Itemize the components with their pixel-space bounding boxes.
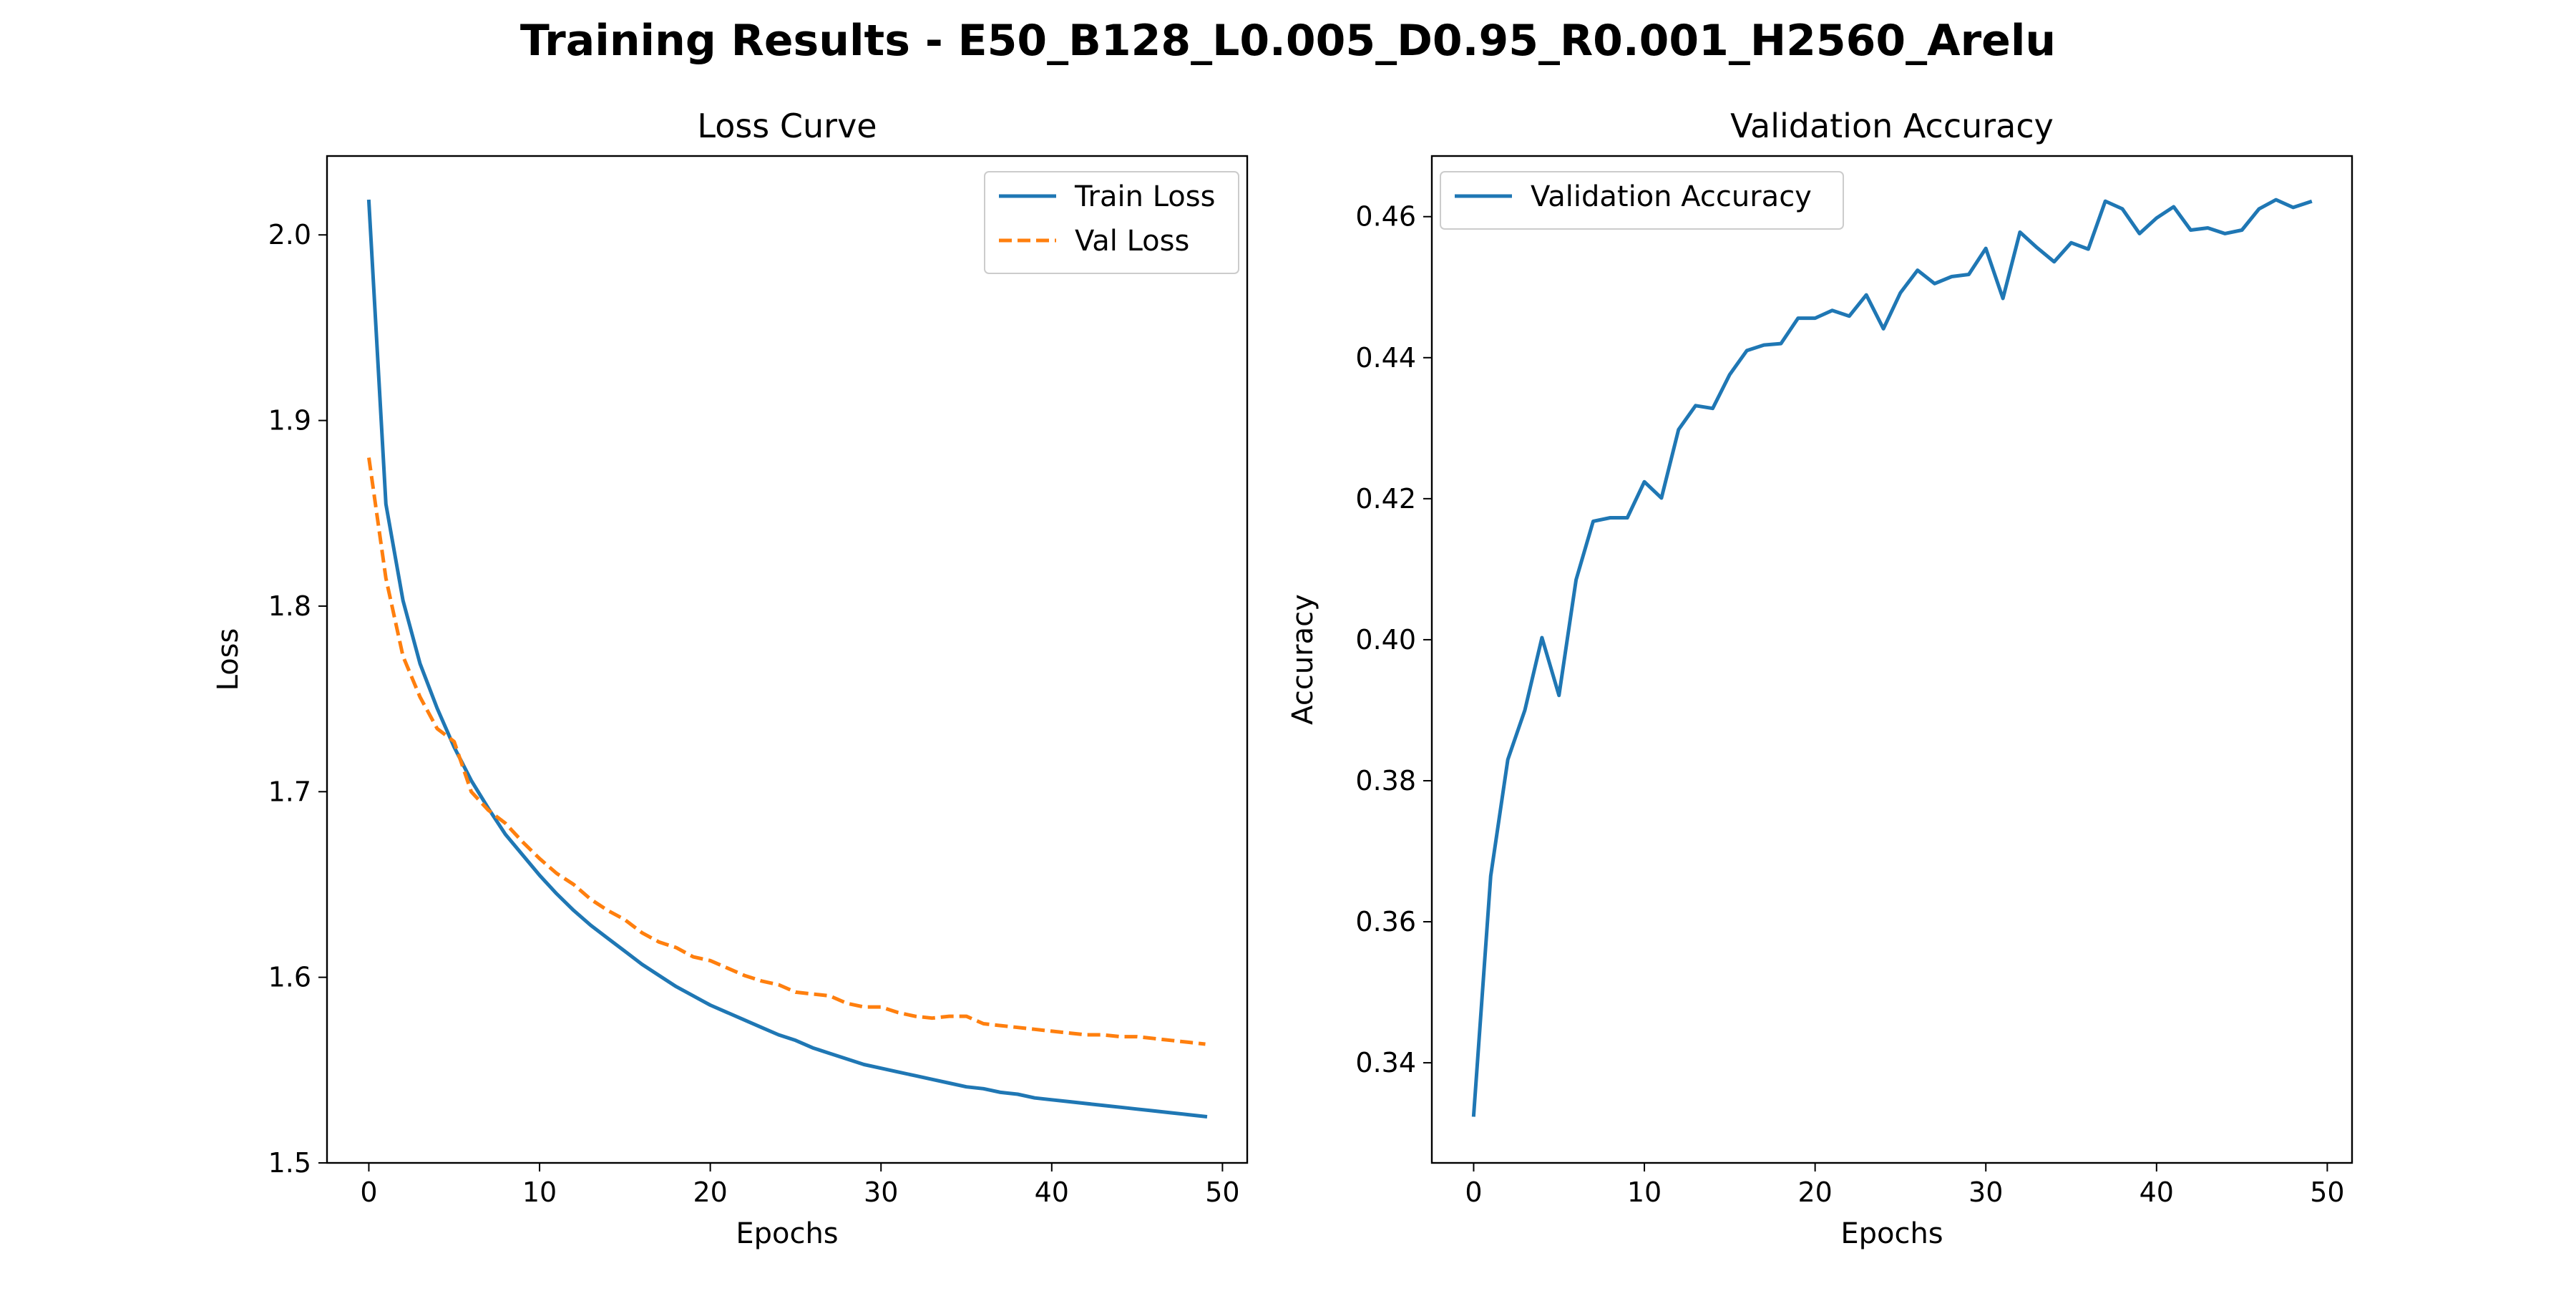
legend-label: Validation Accuracy: [1531, 180, 1812, 213]
chart-title: Validation Accuracy: [1730, 107, 2054, 145]
series-line-val-loss: [367, 457, 1206, 1046]
y-axis-label: Loss: [212, 628, 245, 691]
y-tick-label: 0.36: [1355, 906, 1416, 937]
y-tick-label: 1.5: [268, 1147, 311, 1179]
x-tick-label: 0: [360, 1176, 377, 1208]
legend: Train Loss Val Loss: [984, 171, 1239, 274]
x-tick-label: 50: [1205, 1176, 1239, 1208]
y-tick-label: 0.40: [1355, 624, 1416, 656]
y-axis-label: Accuracy: [1287, 594, 1319, 725]
axes-frame: [326, 155, 1249, 1164]
y-tick-label: 1.6: [268, 962, 311, 993]
series-line-validation-accuracy: [1471, 198, 2313, 1117]
chart-loss: Loss Curve 0 10 20 30 40 50 1.5 1.6 1.7 1.8 1.9 2.0 E…: [212, 107, 1249, 1250]
chart-accuracy: Validation Accuracy 0 10 20 30 40 50 0.34 0.36 0.…: [1287, 107, 2353, 1250]
series-line-train-loss: [366, 199, 1208, 1119]
x-axis-label: Epochs: [736, 1217, 838, 1250]
legend-label: Train Loss: [1074, 180, 1215, 213]
legend-label: Val Loss: [1075, 225, 1189, 258]
y-tick-label: 0.42: [1355, 483, 1416, 515]
x-tick-label: 50: [2310, 1176, 2344, 1208]
x-tick-label: 0: [1465, 1176, 1482, 1208]
legend-box: [1440, 171, 1844, 230]
y-tick-label: 0.34: [1355, 1047, 1416, 1078]
y-tick-label: 1.7: [268, 776, 311, 807]
y-tick-label: 2.0: [268, 219, 311, 250]
x-tick-label: 20: [1797, 1176, 1832, 1208]
x-tick-label: 10: [1627, 1176, 1662, 1208]
x-tick-label: 30: [1968, 1176, 2003, 1208]
x-axis-label: Epochs: [1840, 1217, 1943, 1250]
legend: Validation Accuracy: [1440, 171, 1844, 230]
chart-title: Loss Curve: [697, 107, 877, 145]
x-tick-label: 40: [1035, 1176, 1069, 1208]
x-tick-label: 10: [522, 1176, 557, 1208]
y-tick-label: 0.46: [1355, 201, 1416, 233]
y-tick-label: 1.9: [268, 405, 311, 437]
x-tick-label: 30: [864, 1176, 898, 1208]
y-tick-label: 0.38: [1355, 765, 1416, 796]
x-tick-label: 20: [693, 1176, 727, 1208]
x-tick-label: 40: [2140, 1176, 2174, 1208]
y-tick-label: 1.8: [268, 590, 311, 622]
y-tick-label: 0.44: [1355, 342, 1416, 374]
axes-frame: [1430, 155, 2353, 1164]
figure-title: Training Results - E50_B128_L0.005_D0.95…: [519, 16, 2057, 66]
